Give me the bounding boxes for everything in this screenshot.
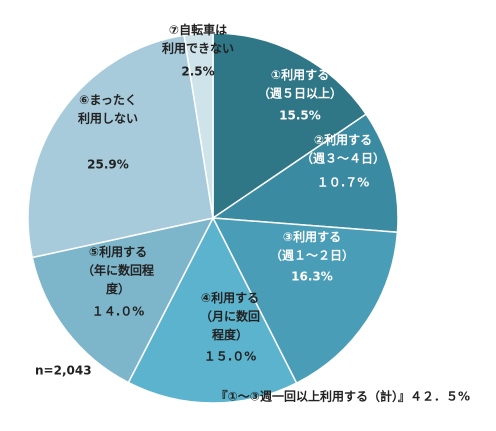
pie-slice xyxy=(127,216,298,404)
pie-slice xyxy=(183,32,214,219)
slice-label: ③利用する（週１～２日） xyxy=(270,229,354,263)
value-label: 15.5% xyxy=(279,109,321,123)
value-label: １４.０% xyxy=(92,305,145,319)
pie-slice xyxy=(212,32,368,220)
slice-label: ⑦自転車は利用できない xyxy=(162,22,234,56)
slice-label: ⑤利用する（年に数回程度） xyxy=(82,244,154,296)
slice-label: ②利用する（週３～４日） xyxy=(301,132,385,166)
value-label: １０.７% xyxy=(317,176,370,190)
value-label: １５.０% xyxy=(204,350,257,364)
pie-slice xyxy=(210,113,399,234)
slice-label: ⑥まったく利用しない xyxy=(78,93,138,126)
slice-label: ④利用する（月に数回程度） xyxy=(200,290,260,342)
value-label: 25.9% xyxy=(87,158,129,172)
pie-slice xyxy=(31,216,215,384)
value-label: 16.3% xyxy=(291,270,333,284)
value-label: 2.5% xyxy=(181,65,214,79)
slice-label: ①利用する（週５日以上） xyxy=(258,67,342,101)
footnote: 『①～③週一回以上利用する（計）』４２．５% xyxy=(216,389,470,404)
sample-size: n=2,043 xyxy=(35,364,92,378)
pie-slice xyxy=(211,217,399,385)
pie-slice xyxy=(27,34,214,259)
